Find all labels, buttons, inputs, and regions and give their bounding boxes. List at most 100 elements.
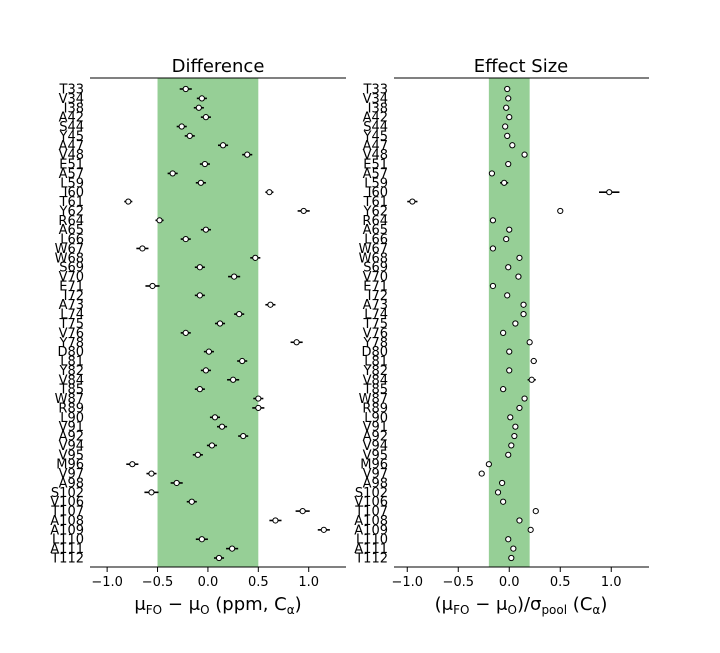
effect-size-band-layer [488,78,530,567]
effect-size-point [508,554,515,562]
difference-residue-label: V94 [59,439,84,454]
difference-point [236,311,243,318]
effect-size-point [526,339,533,346]
difference-point [252,254,259,261]
difference-residue-label: V106 [50,495,84,510]
effect-size-residue-label: Y62 [363,204,388,219]
effect-size-point [502,123,509,130]
difference-point [201,160,208,168]
difference-x-tick-label: −1.0 [91,575,123,590]
effect-size-point [505,95,512,102]
effect-size-residue-label: T61 [363,195,388,210]
effect-size-residue-label: A42 [363,111,388,126]
difference-point [196,264,203,271]
difference-point [196,292,203,299]
effect-size-residue-label: T33 [363,83,388,98]
difference-point [240,432,247,440]
difference-residue-label: A98 [59,476,84,491]
difference-residue-label: V91 [59,420,84,435]
difference-x-label: μFO − μO (ppm, Cα) [134,594,301,617]
effect-size-title: Effect Size [474,56,568,77]
difference-residue-label: L74 [60,308,84,323]
difference-x-ticks: −1.0 −0.5 0.0 0.5 1.0 [91,567,319,590]
effect-size-residue-label: Y45 [363,129,388,144]
difference-markers [124,85,330,562]
effect-size-point [478,470,485,477]
effect-size-residue-label: A98 [363,476,388,491]
difference-x-tick-label: −0.5 [142,575,174,590]
difference-point [239,357,246,365]
effect-size-point [520,301,527,308]
difference-point [182,329,189,336]
effect-size-residue-label: V34 [363,92,388,107]
difference-point [230,376,237,383]
effect-size-point [527,526,534,533]
effect-size-point [512,423,519,430]
difference-x-tick-label: 0.0 [198,575,219,590]
effect-size-residue-label: V106 [354,495,388,510]
difference-point [195,104,202,111]
effect-size-residue-label: V84 [363,373,388,388]
difference-residue-labels: T33V34I38A42S44Y45A47V48E51A57L59I60T61Y… [50,83,84,567]
difference-point [182,235,189,243]
difference-residue-label: M96 [56,458,84,473]
difference-residue-label: V70 [59,270,84,285]
difference-residue-label: W87 [55,392,84,407]
effect-size-residue-label: D80 [361,345,388,360]
difference-residue-label: A73 [59,298,84,313]
effect-size-x-label: (μFO − μO)/σpool (Cα) [435,594,608,617]
effect-size-residue-labels: T33V34I38A42S44Y45A47V48E51A57L59I60T61Y… [354,83,388,567]
difference-residue-label: W67 [55,242,84,257]
difference-residue-label: Y78 [59,336,84,351]
effect-size-point [516,254,523,261]
difference-residue-label: A47 [59,139,84,154]
effect-size-point [532,508,539,515]
difference-residue-label: Y45 [59,129,84,144]
effect-size-point [521,151,528,158]
difference-point [178,123,185,130]
effect-size-residue-label: T112 [354,552,388,567]
effect-size-residue-label: W67 [359,242,388,257]
effect-size-residue-label: A109 [354,523,388,538]
difference-residue-label: V95 [59,448,84,463]
difference-point [198,536,205,543]
difference-residue-label: V34 [59,92,84,107]
difference-residue-label: T61 [59,195,84,210]
effect-size-residue-label: A111 [354,542,388,557]
effect-size-point [499,479,506,487]
difference-residue-label: I38 [64,101,84,116]
effect-size-point [504,85,511,93]
effect-size-x-tick-label: 1.0 [601,575,622,590]
effect-size-point [508,442,515,449]
effect-size-residue-label: T75 [363,317,388,332]
difference-point [218,423,226,430]
difference-point [299,508,306,515]
effect-size-residue-label: L66 [364,233,388,248]
effect-size-point [557,207,564,215]
difference-residue-label: D80 [57,345,84,360]
difference-residue-label: A109 [50,523,84,538]
difference-point [219,142,227,149]
difference-point [205,348,213,355]
difference-point [255,395,262,402]
difference-point [202,114,210,121]
difference-residue-label: V84 [59,373,84,388]
effect-size-residue-label: L110 [356,533,388,548]
difference-residue-label: A57 [59,167,84,182]
effect-size-point [500,498,507,505]
effect-size-residue-label: A73 [363,298,388,313]
effect-size-point [521,395,528,402]
effect-size-residue-label: I38 [368,101,388,116]
effect-size-point [503,235,510,243]
effect-size-residue-label: V48 [363,148,388,163]
effect-size-point [506,348,513,355]
effect-size-point [505,264,512,271]
effect-size-point [500,386,507,393]
effect-size-band [488,78,530,567]
difference-residue-label: L90 [60,411,84,426]
difference-point [194,451,201,458]
difference-residue-label: L59 [60,176,84,191]
effect-size-point [516,517,523,524]
difference-residue-label: L66 [60,233,84,248]
